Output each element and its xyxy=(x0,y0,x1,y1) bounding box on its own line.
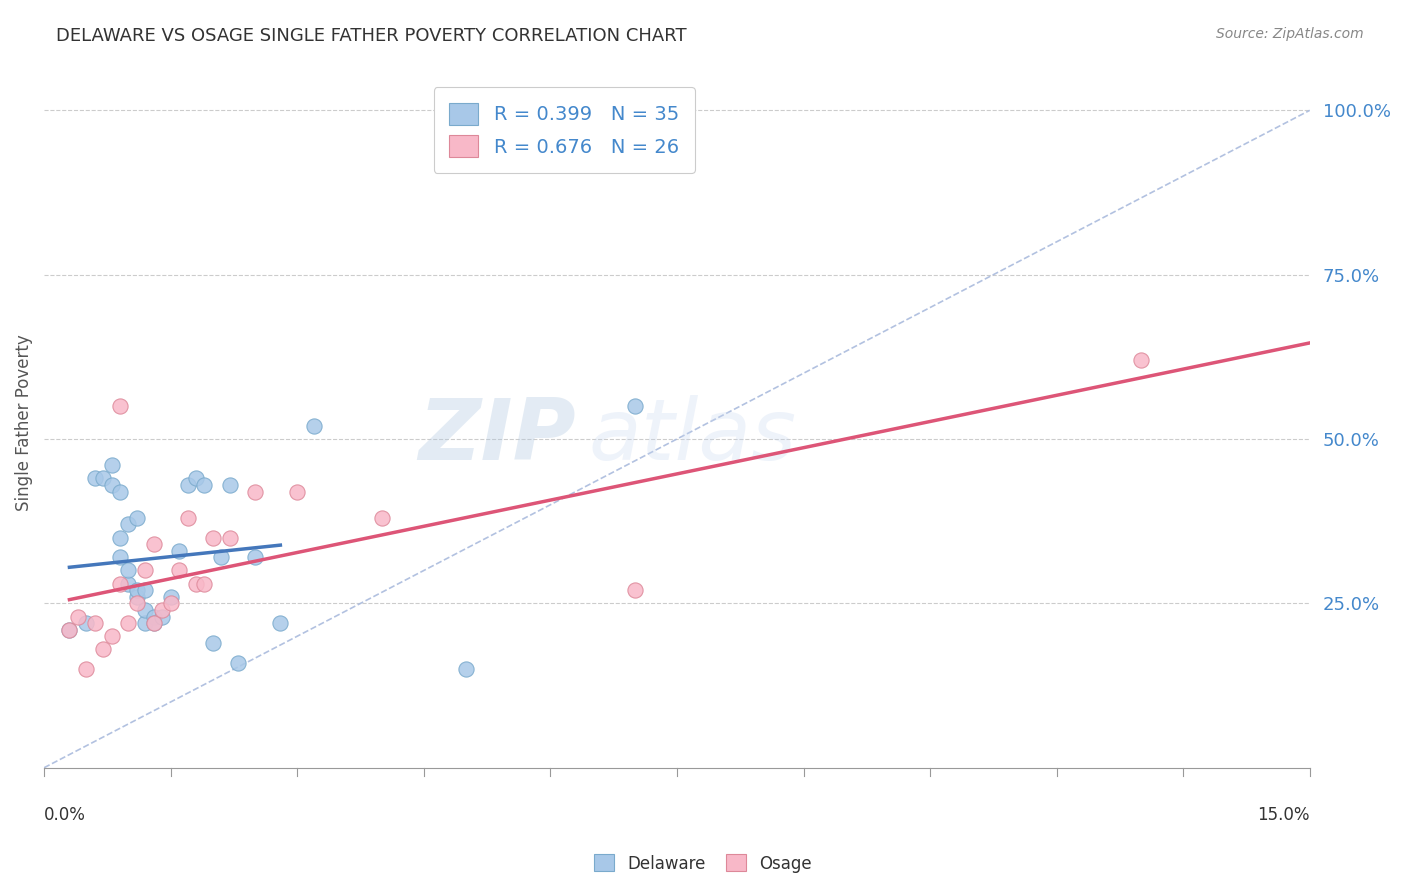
Point xyxy=(117,616,139,631)
Point xyxy=(201,531,224,545)
Point xyxy=(285,484,308,499)
Text: DELAWARE VS OSAGE SINGLE FATHER POVERTY CORRELATION CHART: DELAWARE VS OSAGE SINGLE FATHER POVERTY … xyxy=(56,27,688,45)
Text: Source: ZipAtlas.com: Source: ZipAtlas.com xyxy=(1216,27,1364,41)
Point xyxy=(159,590,181,604)
Point xyxy=(167,543,190,558)
Point xyxy=(117,564,139,578)
Point xyxy=(83,616,105,631)
Point xyxy=(91,642,114,657)
Point xyxy=(100,478,122,492)
Point xyxy=(66,609,89,624)
Point xyxy=(209,550,232,565)
Point xyxy=(302,418,325,433)
Point xyxy=(454,662,477,676)
Point xyxy=(117,576,139,591)
Point xyxy=(184,471,207,485)
Text: 15.0%: 15.0% xyxy=(1257,805,1310,823)
Point xyxy=(150,609,173,624)
Text: atlas: atlas xyxy=(588,395,796,478)
Point xyxy=(142,537,165,551)
Legend: R = 0.399   N = 35, R = 0.676   N = 26: R = 0.399 N = 35, R = 0.676 N = 26 xyxy=(433,87,695,173)
Point xyxy=(142,616,165,631)
Point xyxy=(150,603,173,617)
Point xyxy=(125,583,148,598)
Point xyxy=(142,616,165,631)
Point xyxy=(218,531,240,545)
Point xyxy=(134,616,156,631)
Point xyxy=(269,616,291,631)
Point xyxy=(134,564,156,578)
Point xyxy=(108,531,131,545)
Point xyxy=(176,511,198,525)
Point xyxy=(184,576,207,591)
Point xyxy=(108,550,131,565)
Point xyxy=(370,511,392,525)
Point xyxy=(125,511,148,525)
Point xyxy=(125,596,148,610)
Point xyxy=(134,603,156,617)
Point xyxy=(58,623,80,637)
Point xyxy=(91,471,114,485)
Point xyxy=(218,478,240,492)
Point xyxy=(100,458,122,473)
Point xyxy=(226,656,249,670)
Text: ZIP: ZIP xyxy=(418,395,575,478)
Point xyxy=(58,623,80,637)
Y-axis label: Single Father Poverty: Single Father Poverty xyxy=(15,334,32,511)
Point xyxy=(108,576,131,591)
Point xyxy=(159,596,181,610)
Point xyxy=(167,564,190,578)
Point xyxy=(176,478,198,492)
Point xyxy=(83,471,105,485)
Text: 0.0%: 0.0% xyxy=(44,805,86,823)
Point xyxy=(243,550,266,565)
Point xyxy=(108,484,131,499)
Point xyxy=(243,484,266,499)
Point xyxy=(193,576,215,591)
Point xyxy=(100,629,122,643)
Point xyxy=(134,583,156,598)
Point xyxy=(142,609,165,624)
Point xyxy=(623,583,645,598)
Point xyxy=(117,517,139,532)
Point xyxy=(201,636,224,650)
Point xyxy=(75,616,97,631)
Legend: Delaware, Osage: Delaware, Osage xyxy=(588,847,818,880)
Point xyxy=(125,590,148,604)
Point xyxy=(108,399,131,413)
Point xyxy=(193,478,215,492)
Point xyxy=(1130,353,1153,368)
Point xyxy=(623,399,645,413)
Point xyxy=(75,662,97,676)
